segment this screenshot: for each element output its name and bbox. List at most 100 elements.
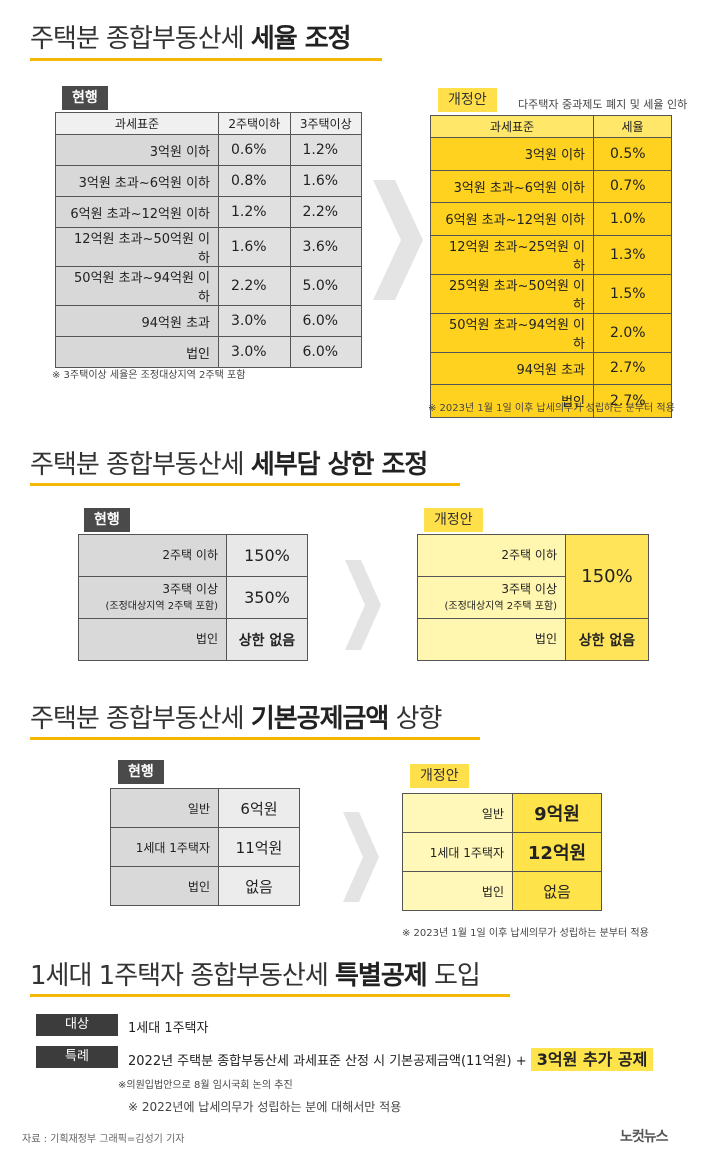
section4-title: 1세대 1주택자 종합부동산세 특별공제 도입 (30, 955, 481, 992)
row-label-main: 3주택 이상 (162, 581, 218, 596)
row-label: 법인 (417, 618, 566, 661)
row-value: 1.0% (593, 202, 672, 236)
row-value: 1.2% (218, 196, 291, 228)
row-value: 1.2% (289, 134, 362, 166)
row-label-sub: (조정대상지역 2주택 포함) (105, 600, 218, 612)
section3-title-b: 기본공제금액 (250, 704, 390, 734)
section3-new-note: ※ 2023년 1월 1일 이후 납세의무가 성립하는 분부터 적용 (402, 928, 649, 939)
section2-title: 주택분 종합부동산세 세부담 상한 조정 (30, 444, 429, 481)
section3-title-c: 상향 (395, 704, 443, 734)
row-label: 일반 (110, 788, 219, 828)
row-value: 없음 (512, 871, 602, 911)
special-label: 특례 (36, 1046, 118, 1068)
table-row: 6억원 초과~12억원 이하 1.2% 2.2% (55, 196, 362, 228)
row-label: 3주택 이상 (조정대상지역 2주택 포함) (417, 576, 566, 619)
row-label: 3억원 이하 (430, 137, 594, 171)
section1-current-table: 과세표준 2주택이하 3주택이상 3억원 이하 0.6% 1.2% 3억원 초과~6… (55, 112, 362, 368)
row-label: 법인 (110, 866, 219, 906)
arrow-right-icon (345, 560, 381, 650)
row-value: 6억원 (218, 788, 300, 828)
row-label: 1세대 1주택자 (402, 832, 513, 872)
section3-new-tag: 개정안 (410, 764, 469, 788)
special-text-body: 2022년 주택분 종합부동산세 과세표준 산정 시 기본공제금액(11억원) … (128, 1054, 527, 1069)
table-row: 1세대 1주택자 12억원 (402, 832, 602, 872)
row-label-sub: (조정대상지역 2주택 포함) (444, 600, 557, 612)
table-row: 법인 상한 없음 (78, 618, 308, 661)
row-value: 1.3% (593, 234, 672, 275)
special-text: 2022년 주택분 종합부동산세 과세표준 산정 시 기본공제금액(11억원) … (128, 1046, 654, 1071)
section2-title-a: 주택분 종합부동산세 (30, 450, 245, 480)
row-value: 0.8% (218, 165, 291, 197)
row-value: 1.6% (289, 165, 362, 197)
row-value: 1.6% (218, 227, 291, 267)
row-value: 0.5% (593, 137, 672, 171)
table-row: 2주택 이하 150% (78, 534, 308, 577)
table-row: 94억원 초과 2.7% (430, 351, 672, 385)
row-label: 법인 (55, 336, 219, 368)
row-value: 350% (226, 576, 308, 619)
table-row: 50억원 초과~94억원 이하 2.2% 5.0% (55, 266, 362, 306)
row-label: 50억원 초과~94억원 이하 (430, 312, 594, 353)
section1-title-b: 세율 조정 (250, 24, 352, 54)
row-value: 0.7% (593, 169, 672, 203)
section3-title: 주택분 종합부동산세 기본공제금액 상향 (30, 698, 443, 735)
table-row: 2주택 이하 150% (417, 534, 649, 619)
row-value: 2.7% (593, 384, 672, 418)
section4-underline (30, 994, 510, 997)
table-row: 12억원 초과~25억원 이하 1.3% (430, 234, 672, 275)
table-row: 법인 상한 없음 (417, 618, 649, 661)
row-value: 없음 (218, 866, 300, 906)
arrow-right-icon (343, 812, 379, 902)
table-row: 법인 없음 (110, 866, 300, 906)
row-label: 3억원 이하 (55, 134, 219, 166)
section3-current-tag: 현행 (118, 760, 164, 784)
table-row: 50억원 초과~94억원 이하 2.0% (430, 312, 672, 353)
section1-new-tag: 개정안 (438, 88, 497, 112)
section4-note2: ※ 2022년에 납세의무가 성립하는 분에 대해서만 적용 (128, 1100, 402, 1114)
news-logo: 노컷뉴스 (620, 1129, 669, 1145)
header-cell: 과세표준 (430, 115, 594, 138)
merged-value: 150% (565, 534, 649, 619)
row-label: 2주택 이하 (417, 534, 566, 577)
row-value: 5.0% (289, 266, 362, 306)
header-cell: 과세표준 (55, 112, 219, 135)
row-label: 3주택 이상 (조정대상지역 2주택 포함) (78, 576, 227, 619)
arrow-right-icon (373, 180, 423, 300)
row-value: 6.0% (289, 336, 362, 368)
section4-title-a: 1세대 1주택자 종합부동산세 (30, 961, 329, 991)
table-row: 1세대 1주택자 11억원 (110, 827, 300, 867)
target-label: 대상 (36, 1014, 118, 1036)
row-label: 법인 (78, 618, 227, 661)
section1-current-tag: 현행 (62, 86, 108, 110)
table-row: 94억원 초과 3.0% 6.0% (55, 305, 362, 337)
table-row: 일반 6억원 (110, 788, 300, 828)
row-value: 상한 없음 (226, 618, 308, 661)
row-value: 상한 없음 (565, 618, 649, 661)
row-value: 6.0% (289, 305, 362, 337)
table-row: 법인 3.0% 6.0% (55, 336, 362, 368)
row-label: 94억원 초과 (430, 351, 594, 385)
row-label: 94억원 초과 (55, 305, 219, 337)
section2-title-b: 세부담 상한 조정 (250, 450, 429, 480)
row-label: 1세대 1주택자 (110, 827, 219, 867)
header-cell: 2주택이하 (218, 112, 291, 135)
row-value: 1.5% (593, 273, 672, 314)
section2-current-tag: 현행 (84, 508, 130, 532)
section1-title: 주택분 종합부동산세 세율 조정 (30, 18, 352, 55)
table-row: 3억원 초과~6억원 이하 0.7% (430, 169, 672, 203)
table-row: 3억원 이하 0.5% (430, 137, 672, 171)
section2-underline (30, 483, 460, 486)
section1-new-subtitle: 다주택자 중과제도 폐지 및 세율 인하 (518, 98, 688, 111)
section3-title-a: 주택분 종합부동산세 (30, 704, 245, 734)
table-row: 3억원 이하 0.6% 1.2% (55, 134, 362, 166)
section3-underline (30, 737, 480, 740)
header-cell: 세율 (593, 115, 672, 138)
row-value: 11억원 (218, 827, 300, 867)
section4-title-c: 도입 (433, 961, 481, 991)
section2-new-table: 2주택 이하 150% 3주택 이상 (조정대상지역 2주택 포함) 법인 상한… (417, 534, 649, 661)
row-value: 2.7% (593, 351, 672, 385)
row-value: 12억원 (512, 832, 602, 872)
special-highlight: 3억원 추가 공제 (530, 1048, 654, 1071)
row-value: 9억원 (512, 793, 602, 833)
table-row: 법인 2.7% (430, 384, 672, 418)
